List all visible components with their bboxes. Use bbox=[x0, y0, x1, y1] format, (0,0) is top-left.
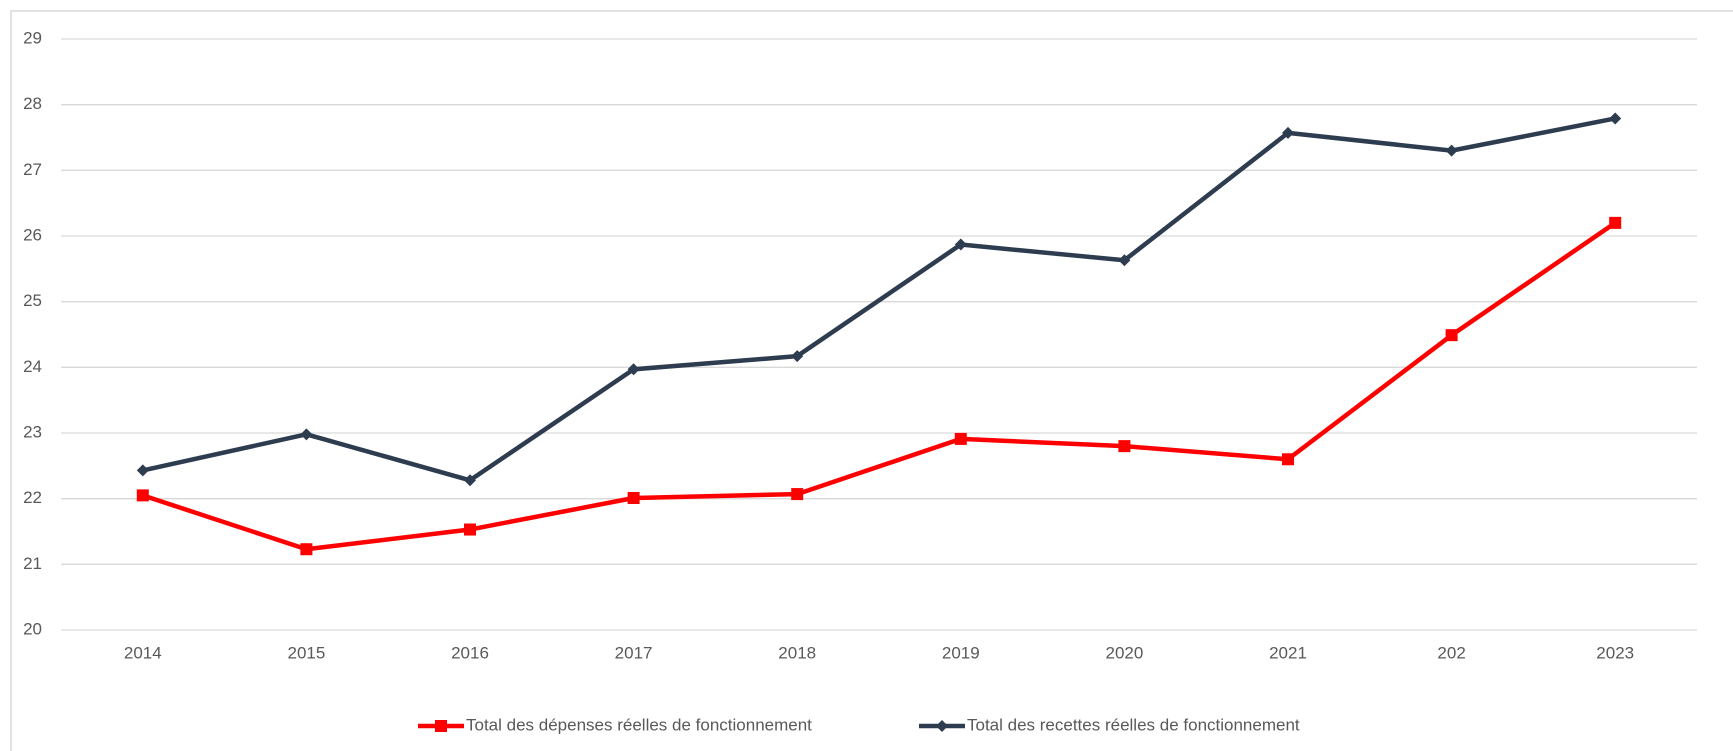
marker bbox=[791, 350, 804, 363]
marker bbox=[954, 238, 967, 251]
marker bbox=[1282, 126, 1294, 139]
y-tick-label: 29 bbox=[23, 28, 42, 47]
marker bbox=[936, 720, 948, 732]
marker bbox=[136, 489, 149, 502]
x-tick-label: 2014 bbox=[124, 643, 162, 662]
marker bbox=[464, 474, 476, 487]
series-line bbox=[142, 116, 1616, 483]
marker bbox=[136, 464, 149, 477]
marker bbox=[1445, 144, 1458, 157]
marker bbox=[1118, 440, 1131, 453]
y-tick-label: 21 bbox=[23, 554, 42, 573]
marker bbox=[1609, 112, 1622, 125]
y-tick-label: 23 bbox=[23, 422, 42, 441]
y-tick-label: 25 bbox=[23, 291, 42, 310]
y-tick-label: 28 bbox=[23, 94, 42, 113]
marker bbox=[1609, 216, 1622, 229]
marker bbox=[627, 492, 640, 505]
x-tick-label: 2019 bbox=[942, 643, 980, 662]
marker bbox=[464, 523, 476, 536]
legend-label: Total des dépenses réelles de fonctionne… bbox=[466, 715, 812, 734]
chart-frame bbox=[10, 10, 1733, 751]
y-tick-label: 26 bbox=[23, 225, 42, 244]
marker bbox=[791, 488, 804, 501]
series-line bbox=[142, 221, 1617, 552]
x-tick-label: 2016 bbox=[451, 643, 489, 662]
marker bbox=[300, 428, 313, 441]
marker bbox=[435, 720, 447, 732]
x-tick-label: 2015 bbox=[287, 643, 325, 662]
marker bbox=[627, 363, 640, 376]
y-tick-label: 24 bbox=[23, 357, 42, 376]
x-tick-label: 2023 bbox=[1596, 643, 1634, 662]
marker bbox=[300, 543, 313, 556]
y-tick-label: 20 bbox=[23, 619, 42, 638]
x-tick-label: 2018 bbox=[778, 643, 816, 662]
marker bbox=[1445, 329, 1458, 342]
y-tick-label: 27 bbox=[23, 160, 42, 179]
x-tick-label: 2017 bbox=[615, 643, 653, 662]
y-tick-label: 22 bbox=[23, 488, 42, 507]
legend-label: Total des recettes réelles de fonctionne… bbox=[967, 715, 1300, 734]
marker bbox=[954, 432, 967, 445]
x-tick-label: 2020 bbox=[1105, 643, 1143, 662]
x-tick-label: 2021 bbox=[1269, 643, 1307, 662]
marker bbox=[1118, 254, 1131, 267]
marker bbox=[1282, 453, 1294, 466]
x-tick-label: 202 bbox=[1437, 643, 1465, 662]
